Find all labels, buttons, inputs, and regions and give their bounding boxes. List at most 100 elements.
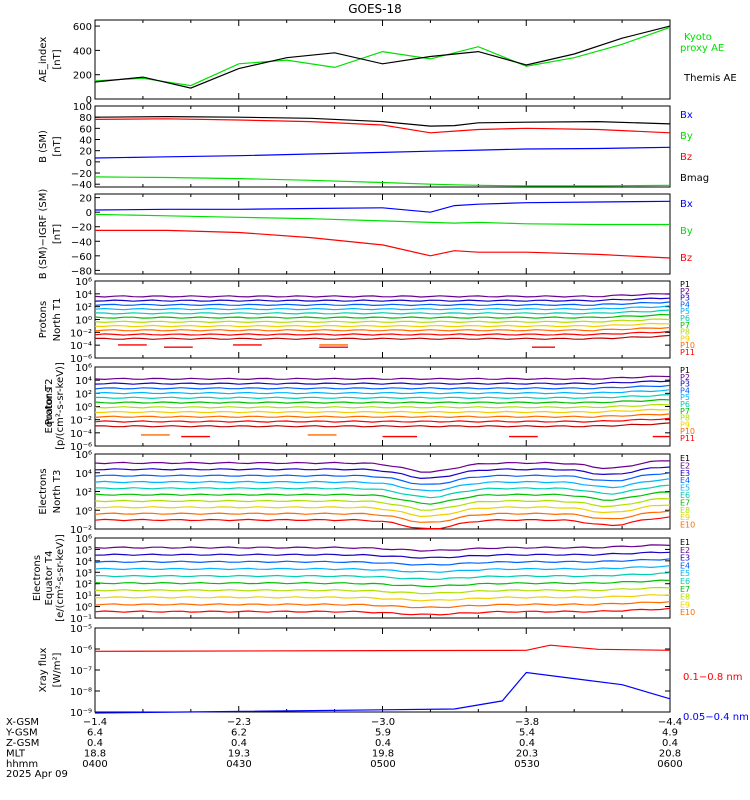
flux-line	[94, 384, 671, 390]
flux-line	[94, 544, 671, 552]
legend-entry: E1	[680, 538, 690, 547]
y-tick-label: 10⁻⁴	[70, 341, 92, 352]
footer-value: 0.4	[231, 738, 247, 749]
y-tick-label: −20	[71, 223, 92, 234]
legend-entry: P7	[680, 321, 690, 330]
y-tick-label: 10²	[75, 580, 92, 591]
y-tick-label: −60	[71, 252, 92, 263]
footer-value: 20.3	[516, 749, 538, 760]
legend-entry: P8	[680, 414, 690, 423]
y-tick-label: 20	[79, 194, 92, 205]
flux-line	[94, 572, 671, 581]
legend-entry: E8	[680, 506, 690, 515]
flux-line	[94, 460, 671, 473]
footer-row-label: Z-GSM	[6, 738, 39, 749]
flux-line	[95, 594, 671, 602]
legend-entry: E7	[680, 498, 690, 507]
legend-entry: P1	[680, 280, 690, 289]
legend-entry: P10	[680, 341, 695, 350]
flux-line	[94, 318, 671, 324]
legend-entry: 0.05−0.4 nm	[683, 712, 749, 723]
footer-value: −2.3	[227, 717, 251, 728]
series-line	[94, 176, 671, 187]
flux-line	[94, 309, 671, 315]
y-axis-label: Equator T2	[44, 379, 55, 434]
legend-entry: P3	[680, 294, 690, 303]
flux-line	[94, 313, 671, 319]
y-axis-label: B (SM)−IGRF (SM)	[38, 189, 49, 280]
legend-entry: E2	[680, 461, 690, 470]
footer-value: 0430	[226, 759, 251, 770]
y-tick-label: 0	[86, 208, 92, 219]
legend-entry: P11	[680, 434, 695, 443]
y-tick-label: 10²	[75, 389, 92, 400]
legend-entry: P10	[680, 427, 695, 436]
y-tick-label: 10⁻²	[70, 328, 92, 339]
footer-value: 0.4	[375, 738, 391, 749]
series-line	[94, 213, 670, 226]
legend-entry: Bx	[680, 199, 693, 210]
y-tick-label: 600	[73, 22, 92, 33]
y-tick-label: 10⁶	[75, 534, 92, 545]
flux-line	[94, 551, 671, 559]
y-axis-label: AE_index	[38, 37, 49, 83]
footer-value: 18.8	[84, 749, 106, 760]
legend-entry: Bz	[680, 253, 692, 264]
flux-line	[95, 504, 671, 518]
legend-entry: P1	[680, 366, 690, 375]
y-axis-unit: [e/(cm²-s-sr-keV)]	[55, 534, 66, 622]
y-tick-label: 10⁴	[75, 290, 92, 301]
y-tick-label: 10⁶	[75, 277, 92, 288]
footer-value: 6.4	[87, 728, 103, 739]
series-line	[94, 671, 671, 714]
flux-line	[94, 579, 671, 588]
flux-line	[94, 403, 671, 409]
y-tick-label: 200	[73, 71, 92, 82]
y-axis-label: B (SM)	[38, 130, 49, 163]
legend-entry: P11	[680, 348, 695, 357]
legend-entry: P4	[680, 386, 690, 395]
flux-line	[95, 408, 671, 414]
legend-entry: E4	[680, 561, 690, 570]
flux-line	[94, 558, 671, 566]
y-tick-label: 10⁻⁸	[70, 687, 92, 698]
flux-line	[94, 330, 671, 336]
flux-line	[94, 516, 671, 530]
y-tick-label: 10⁰	[75, 316, 92, 327]
legend-entry: Themis AE	[683, 73, 737, 84]
legend-entry: P5	[680, 307, 690, 316]
footer-value: 0.4	[662, 738, 678, 749]
y-axis-unit: [nT]	[52, 136, 63, 156]
flux-line	[94, 484, 671, 499]
y-axis-label: Electrons	[38, 468, 49, 514]
flux-line	[94, 413, 671, 419]
footer-value: 5.4	[519, 728, 535, 739]
flux-line	[94, 334, 671, 340]
legend-entry: E10	[680, 608, 695, 617]
legend-entry: E5	[680, 484, 690, 493]
legend-entry: E6	[680, 491, 690, 500]
series-line	[94, 115, 671, 127]
y-tick-label: 10⁵	[75, 545, 92, 556]
panel-frame	[94, 193, 671, 275]
y-tick-label: 10³	[75, 568, 92, 579]
footer-value: −4.4	[658, 717, 682, 728]
footer-value: 0530	[514, 759, 539, 770]
y-axis-unit: [nT]	[52, 224, 63, 244]
flux-line	[94, 466, 671, 480]
y-tick-label: 20	[79, 147, 92, 158]
footer-row-label: MLT	[6, 749, 26, 760]
y-axis-label: Electrons	[32, 555, 43, 601]
y-tick-label: 10⁴	[75, 376, 92, 387]
legend-entry: P3	[680, 380, 690, 389]
legend-entry: E4	[680, 476, 690, 485]
footer-value: −1.4	[83, 717, 107, 728]
footer-value: 0.4	[519, 738, 535, 749]
footer-row-label: hhmm	[6, 759, 38, 770]
legend-entry: P5	[680, 393, 690, 402]
y-axis-unit: North T1	[52, 298, 63, 342]
legend-entry: E1	[680, 454, 690, 463]
flux-line	[94, 586, 671, 595]
flux-line	[94, 380, 671, 385]
legend-entry: P7	[680, 407, 690, 416]
